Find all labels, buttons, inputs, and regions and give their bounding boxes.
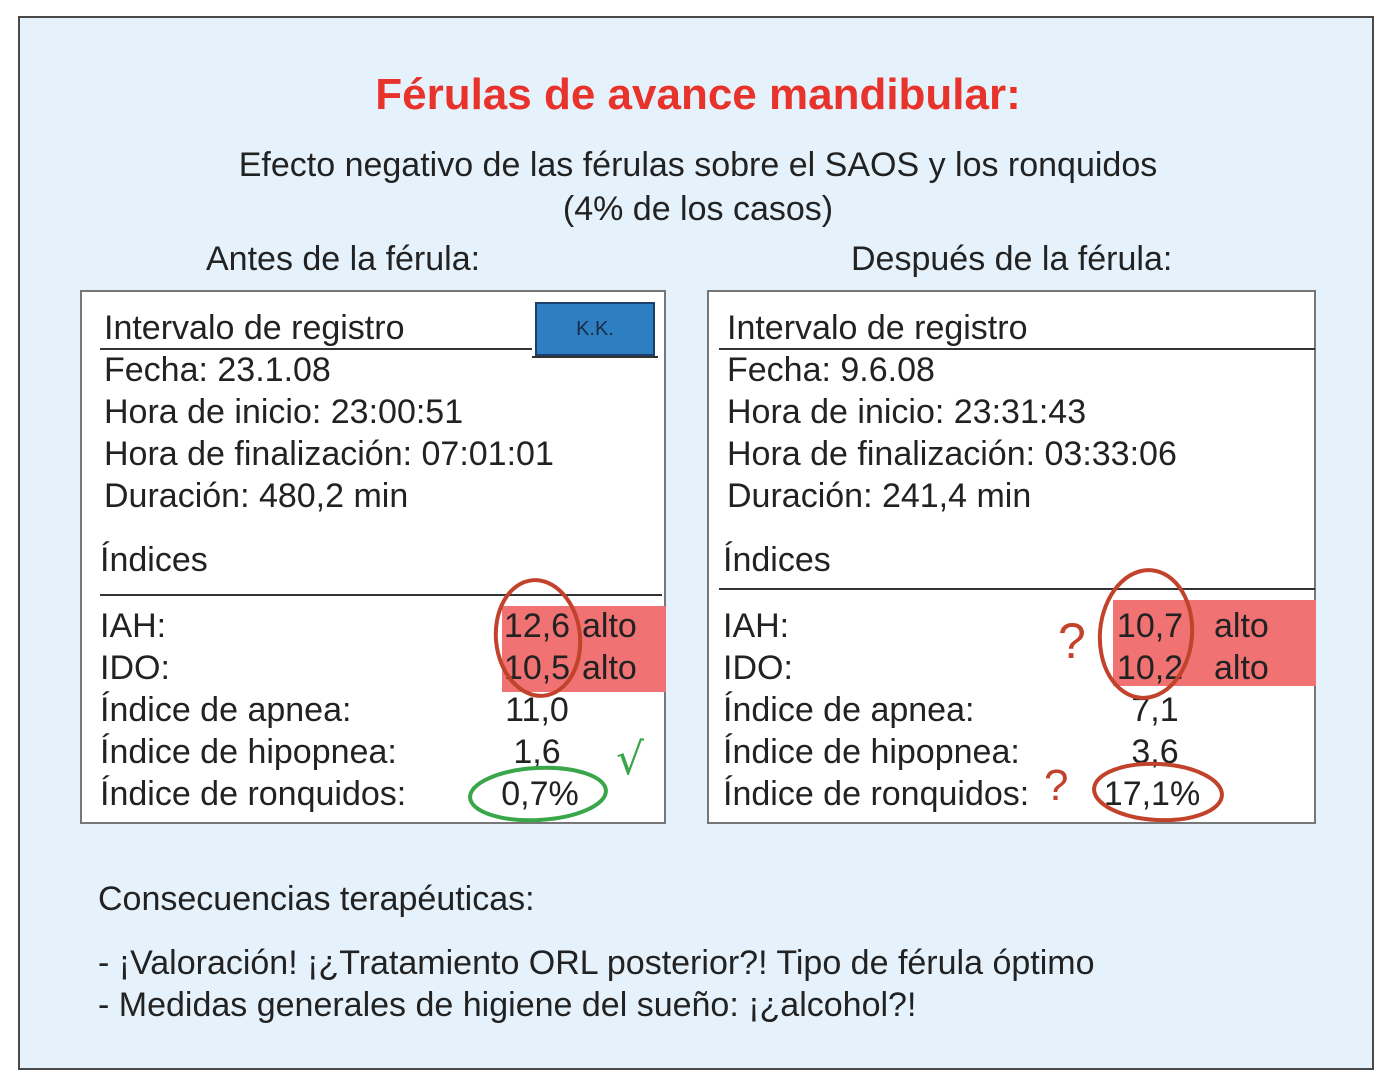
consequences-header: Consecuencias terapéuticas: [98, 880, 535, 918]
record-duration: Duración: 480,2 min [104, 477, 409, 515]
record-interval-header: Intervalo de registro [104, 309, 405, 347]
record-start-time: Hora de inicio: 23:31:43 [727, 393, 1087, 431]
index-flag: alto [1214, 607, 1269, 645]
divider [532, 356, 658, 358]
subtitle-line-1: Efecto negativo de las férulas sobre el … [238, 146, 1158, 184]
indices-header: Índices [100, 541, 208, 579]
index-value: 3,6 [1131, 733, 1179, 771]
divider [100, 594, 662, 596]
index-label: Índice de ronquidos: [100, 775, 407, 813]
record-duration: Duración: 241,4 min [727, 477, 1032, 515]
subtitle-line-2: (4% de los casos) [562, 190, 834, 228]
index-label: IDO: [723, 649, 793, 687]
divider [100, 348, 532, 350]
consequence-item: - ¡Valoración! ¡¿Tratamiento ORL posteri… [98, 944, 1095, 982]
index-flag: alto [582, 607, 637, 645]
indices-header: Índices [723, 541, 831, 579]
patient-badge: K.K. [535, 302, 655, 356]
record-date: Fecha: 23.1.08 [104, 351, 331, 389]
index-label: IDO: [100, 649, 170, 687]
index-value: 11,0 [505, 691, 569, 729]
index-value: 12,6 [503, 607, 571, 645]
index-label: IAH: [723, 607, 790, 645]
index-label: Índice de apnea: [100, 691, 352, 729]
record-interval-header: Intervalo de registro [727, 309, 1028, 347]
index-value: 0,7% [501, 775, 579, 813]
heading-after: Después de la férula: [851, 240, 1173, 278]
panel-after: Intervalo de registro Fecha: 9.6.08 Hora… [707, 290, 1316, 824]
index-label: Índice de apnea: [723, 691, 975, 729]
heading-before: Antes de la férula: [206, 240, 481, 278]
record-end-time: Hora de finalización: 03:33:06 [727, 435, 1177, 473]
index-label: IAH: [100, 607, 167, 645]
record-date: Fecha: 9.6.08 [727, 351, 935, 389]
index-label: Índice de hipopnea: [723, 733, 1020, 771]
index-value: 7,1 [1131, 691, 1179, 729]
index-label: Índice de ronquidos: [723, 775, 1030, 813]
figure-frame: Férulas de avance mandibular: Efecto neg… [18, 16, 1374, 1070]
index-value: 10,7 [1116, 607, 1184, 645]
index-value: 10,5 [503, 649, 571, 687]
divider [719, 348, 1315, 350]
panel-before: K.K. Intervalo de registro Fecha: 23.1.0… [80, 290, 666, 824]
index-value: 1,6 [513, 733, 561, 771]
index-value: 10,2 [1116, 649, 1184, 687]
index-flag: alto [1214, 649, 1269, 687]
index-value: 17,1% [1103, 775, 1201, 813]
page-title: Férulas de avance mandibular: [375, 70, 1021, 119]
record-end-time: Hora de finalización: 07:01:01 [104, 435, 554, 473]
consequence-item: - Medidas generales de higiene del sueño… [98, 986, 917, 1024]
record-start-time: Hora de inicio: 23:00:51 [104, 393, 464, 431]
divider [719, 588, 1315, 590]
index-label: Índice de hipopnea: [100, 733, 397, 771]
index-flag: alto [582, 649, 637, 687]
